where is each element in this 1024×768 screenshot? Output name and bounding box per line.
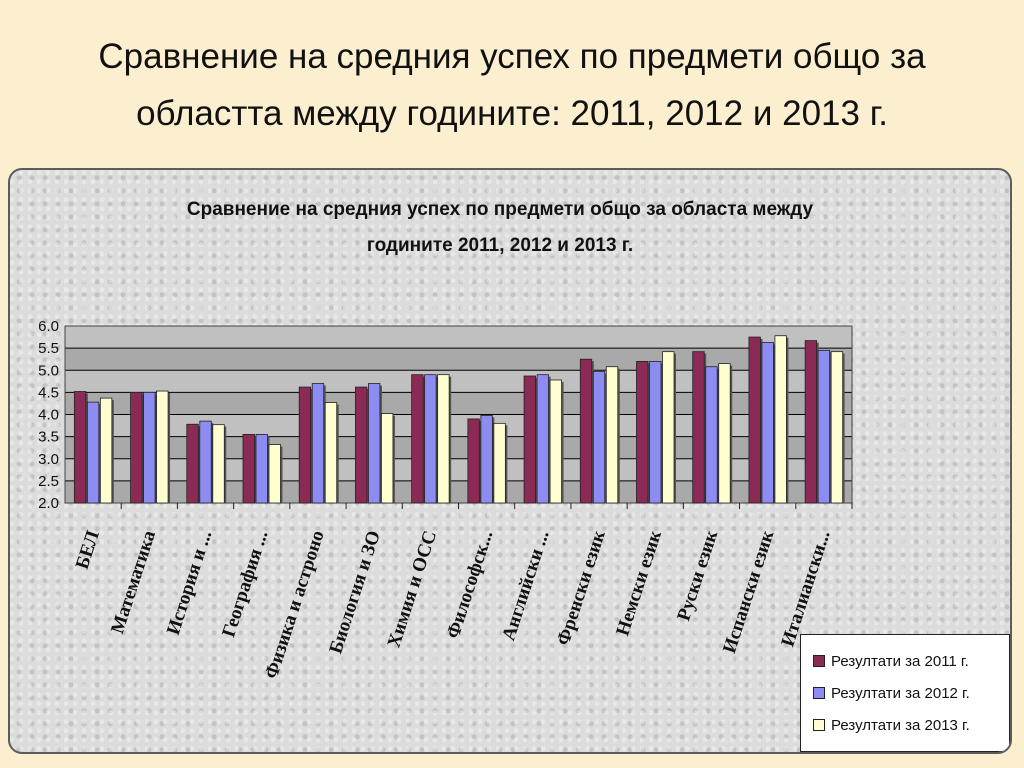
legend-item-2012: Резултати за 2012 г. (813, 677, 1009, 709)
bar (748, 336, 761, 504)
bar (268, 444, 281, 504)
legend-label-2012: Резултати за 2012 г. (831, 684, 970, 702)
legend-item-2013: Резултати за 2013 г. (813, 709, 1009, 741)
y-tick-label: 3.5 (38, 429, 59, 446)
bar (156, 390, 169, 504)
slide-title-line1: Сравнение на средния успех по предмети о… (98, 37, 926, 76)
x-tick-label: История и ... (163, 528, 216, 637)
bar (212, 424, 225, 504)
bar (761, 341, 774, 504)
slide-title: Сравнение на средния успех по предмети о… (20, 28, 1004, 142)
x-tick-label: Философск... (443, 528, 498, 641)
y-tick-label: 4.5 (38, 384, 59, 401)
x-tick-label: Руски език (673, 528, 722, 624)
bar (255, 434, 268, 504)
x-tick-label: Химия и ОСС (384, 528, 442, 650)
x-tick-label: Физика и астроно (261, 528, 329, 681)
bar (411, 374, 424, 504)
x-tick-label: Испански език (719, 528, 778, 656)
bar (73, 391, 87, 504)
bar (817, 349, 831, 504)
bar (467, 418, 480, 504)
legend-label-2011: Резултати за 2011 г. (831, 652, 969, 670)
bar (493, 422, 506, 504)
bar (692, 351, 705, 504)
plot-band (65, 414, 852, 437)
y-tick-label: 5.5 (38, 340, 59, 357)
bar (636, 360, 649, 504)
x-tick-label: Немски език (612, 528, 666, 638)
bar (368, 383, 381, 504)
chart-legend: Резултати за 2011 г. Резултати за 2012 г… (800, 634, 1010, 752)
bar (424, 374, 437, 504)
plot-band (65, 436, 852, 459)
plot-band (65, 348, 852, 371)
bar (536, 374, 549, 504)
bar (86, 401, 100, 504)
bar (605, 366, 619, 504)
bar (143, 391, 156, 504)
bar (804, 340, 818, 504)
plot-band (65, 458, 852, 481)
legend-swatch-2012 (813, 687, 825, 699)
bar (705, 366, 718, 504)
y-tick-label: 4.0 (38, 407, 59, 424)
bar (324, 402, 338, 504)
bar (830, 351, 844, 504)
bar (355, 386, 368, 504)
chart-title-line1: Сравнение на средния успех по предмети о… (186, 199, 814, 220)
bar (99, 397, 113, 504)
bar (130, 391, 143, 504)
x-tick-label: Италиански... (777, 528, 834, 649)
bar (662, 351, 675, 504)
y-tick-label: 6.0 (38, 318, 59, 335)
legend-item-2011: Резултати за 2011 г. (813, 645, 1009, 677)
legend-swatch-2011 (813, 655, 825, 667)
slide-title-line2: областта между годините: 2011, 2012 и 20… (136, 94, 888, 133)
chart-frame: Сравнение на средния успех по предмети о… (8, 168, 1012, 754)
y-tick-label: 2.0 (38, 495, 59, 512)
plot-band (65, 392, 852, 415)
x-tick-label: Френски език (553, 528, 610, 648)
bar (774, 335, 787, 504)
bar (592, 371, 606, 504)
bar (186, 423, 199, 504)
bar (242, 434, 255, 504)
bar (579, 358, 593, 504)
y-tick-label: 3.0 (38, 451, 59, 468)
plot-band (65, 370, 852, 393)
y-tick-label: 2.5 (38, 473, 59, 490)
x-tick-label: Биология и ЗО (325, 528, 385, 656)
y-tick-label: 5.0 (38, 362, 59, 379)
chart-title: Сравнение на средния успех по предмети о… (110, 192, 890, 264)
x-tick-label: Математика (107, 528, 160, 637)
x-tick-label: Английски ... (498, 528, 553, 643)
legend-swatch-2013 (813, 719, 825, 731)
bar (437, 374, 450, 504)
bar (311, 383, 325, 504)
bar (549, 379, 562, 504)
x-tick-label: БЕЛ (72, 528, 104, 572)
x-tick-label: География ... (218, 528, 272, 640)
bar (199, 420, 212, 504)
bar (480, 414, 493, 504)
plot-band (65, 480, 852, 503)
bar (649, 360, 662, 504)
bar (298, 386, 312, 504)
legend-label-2013: Резултати за 2013 г. (831, 716, 970, 734)
bar (381, 413, 394, 504)
chart-title-line2: годините 2011, 2012 и 2013 г. (366, 235, 634, 256)
bar-chart: 2.0 2.5 3.0 3.5 4.0 4.5 5.0 5.5 6.0 БЕЛ Математика… (38, 318, 853, 681)
plot-band (65, 326, 852, 349)
bar (523, 375, 536, 504)
bar (718, 363, 731, 504)
